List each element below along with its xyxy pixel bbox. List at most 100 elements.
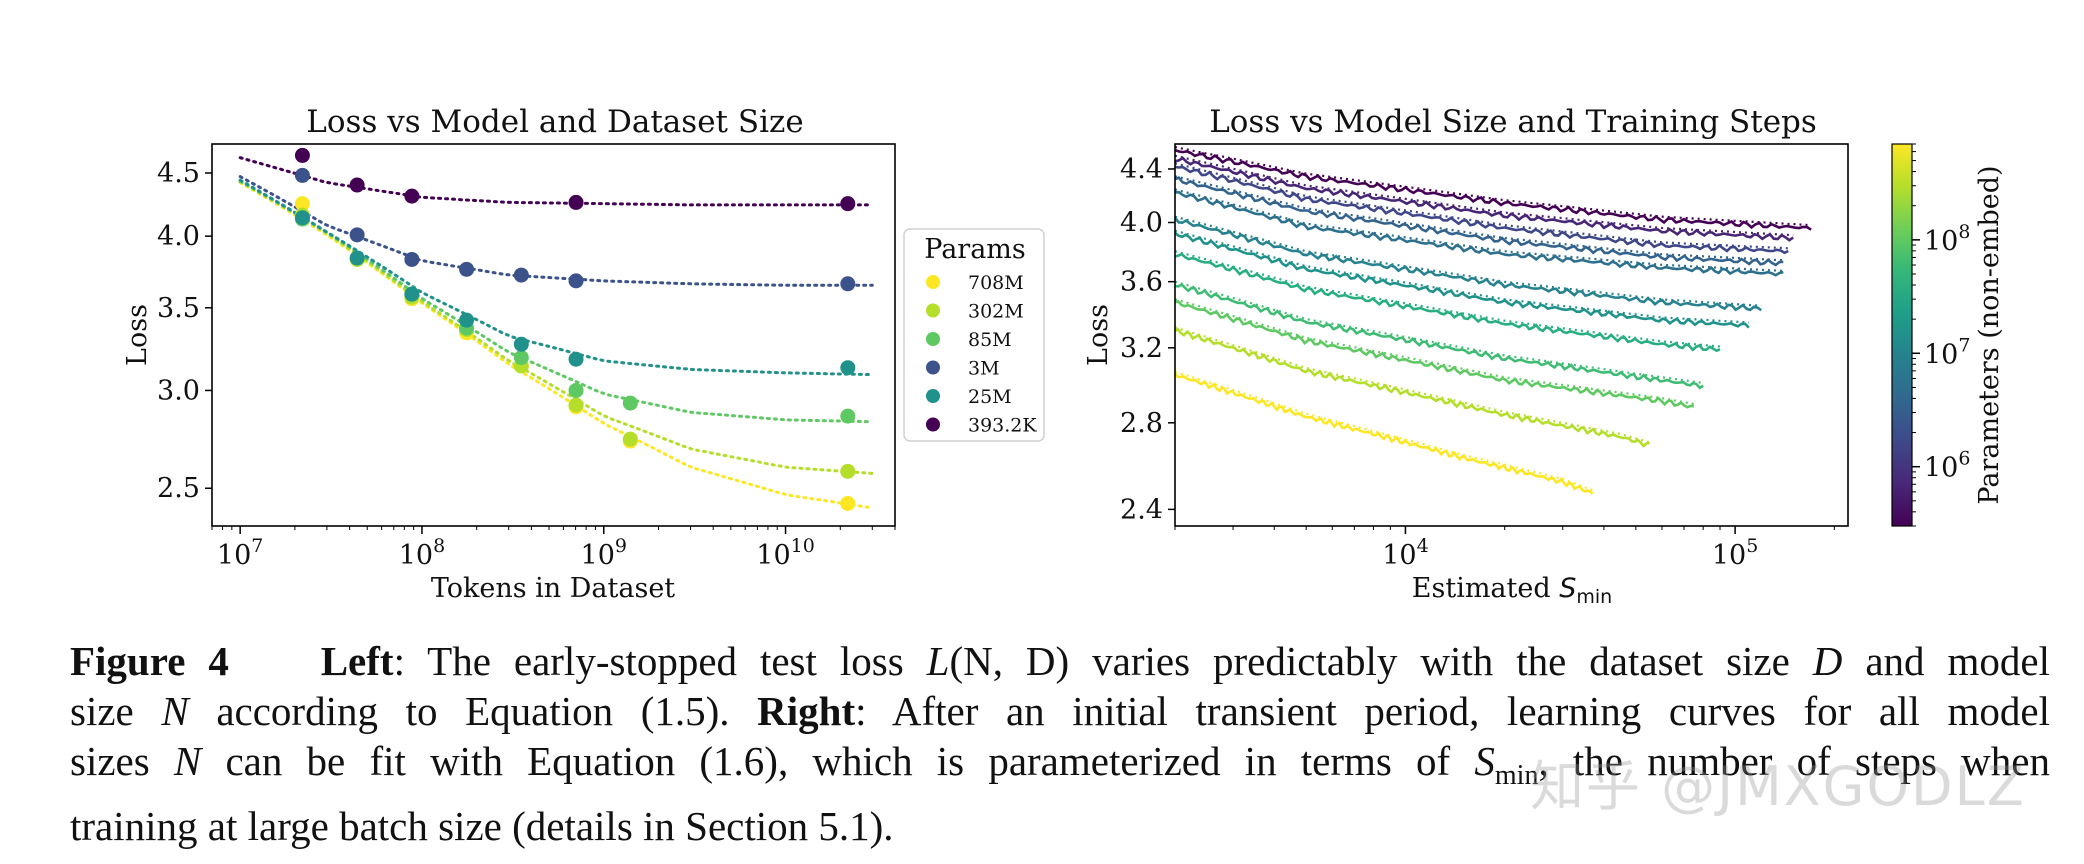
data-point-708m xyxy=(294,196,310,212)
y-tick-label: 2.8 xyxy=(1120,408,1163,439)
legend-marker xyxy=(926,275,940,289)
left-chart: Loss vs Model and Dataset Size Tokens in… xyxy=(122,104,1045,604)
learning-curve xyxy=(1175,299,1695,409)
legend-label: 85M xyxy=(968,329,1012,351)
left-plot-frame xyxy=(211,143,896,527)
data-point-3m xyxy=(840,276,856,292)
legend-entries: 708M 302M 85M 3M 25M 393.2K xyxy=(926,272,1037,437)
learning-curve xyxy=(1175,327,1650,448)
x-tick-label: 104 xyxy=(1382,535,1428,571)
left-ticks: 107 108 109 1010 4.5 4.0 3.5 3.0 2.5 xyxy=(157,158,896,571)
data-point-3m xyxy=(513,267,529,283)
legend-marker xyxy=(926,332,940,346)
data-point-3m xyxy=(459,261,475,277)
fit-curve-3m xyxy=(238,175,874,287)
caption-line-4: training at large batch size (details in… xyxy=(70,803,894,850)
fit-curve-708m xyxy=(238,181,874,510)
y-tick-label: 2.4 xyxy=(1120,494,1163,525)
y-tick-label: 3.0 xyxy=(157,375,200,406)
data-point-25m xyxy=(840,360,856,376)
data-point-302m xyxy=(840,463,856,479)
legend-entry: 85M xyxy=(926,329,1012,351)
fit-curve xyxy=(1175,280,1704,384)
math-N: N xyxy=(173,738,202,784)
x-tick-label: 108 xyxy=(399,535,445,571)
learning-curve xyxy=(1175,216,1762,312)
y-tick-label: 3.2 xyxy=(1120,333,1163,364)
fit-curve xyxy=(1175,146,1812,227)
legend: Params 708M 302M 85M 3M 25M 393.2K xyxy=(903,228,1045,442)
learning-curve xyxy=(1175,176,1784,267)
right-y-axis-label: Loss xyxy=(1083,304,1114,366)
figure: Loss vs Model and Dataset Size Tokens in… xyxy=(122,104,2005,608)
legend-label: 393.2K xyxy=(968,415,1037,437)
legend-entry: 25M xyxy=(926,386,1012,408)
caption-text: size xyxy=(70,688,162,734)
data-point-302m xyxy=(568,397,584,413)
left-y-axis-label: Loss xyxy=(122,304,153,366)
legend-marker xyxy=(926,303,940,318)
y-tick-label: 3.5 xyxy=(157,293,200,324)
data-point-85m xyxy=(622,395,638,411)
data-point-85m xyxy=(513,350,529,366)
right-plot-frame xyxy=(1174,143,1849,527)
math-S-sub: min xyxy=(1494,760,1539,792)
math-S: S xyxy=(1474,738,1495,784)
left-chart-title: Loss vs Model and Dataset Size xyxy=(306,104,803,140)
data-point-25m xyxy=(349,250,365,266)
colorbar-tick-label: 106 xyxy=(1924,448,1970,484)
data-point-302m xyxy=(622,431,638,447)
caption-line-2: size N according to Equation (1.5). Righ… xyxy=(70,686,2050,736)
fit-curve-302m xyxy=(238,179,874,475)
caption-text: varies predictably with the dataset size xyxy=(1069,638,1813,684)
x-tick-label: 109 xyxy=(581,535,627,571)
caption-text: : After an initial transient period, lea… xyxy=(855,688,2050,734)
learning-curve xyxy=(1175,283,1704,390)
data-point-3m xyxy=(294,167,310,183)
colorbar-gradient xyxy=(1891,143,1913,527)
x-tick-label: 107 xyxy=(217,535,263,571)
data-point-25m xyxy=(513,336,529,352)
data-point-708m xyxy=(840,495,856,511)
data-point-3m xyxy=(349,227,365,243)
learning-curve xyxy=(1175,148,1812,231)
left-x-axis-label: Tokens in Dataset xyxy=(431,573,675,604)
caption-text: , the number of steps when xyxy=(1538,738,2050,784)
watermark: 知乎 @JMXGODLZ xyxy=(1530,755,2026,818)
y-tick-label: 4.0 xyxy=(157,221,200,252)
legend-marker xyxy=(926,417,940,432)
legend-label: 25M xyxy=(968,386,1012,408)
y-tick-label: 2.5 xyxy=(157,473,200,504)
y-tick-label: 4.4 xyxy=(1120,154,1163,185)
data-point-25m xyxy=(404,286,420,302)
caption-text: according to Equation (1.5). xyxy=(188,688,758,734)
fit-curve-393-2k xyxy=(238,156,874,207)
data-point-393-2k xyxy=(294,147,310,163)
legend-entry: 302M xyxy=(926,301,1024,323)
data-point-393-2k xyxy=(568,194,584,210)
legend-label: 708M xyxy=(968,272,1024,294)
caption-text: can be fit with Equation (1.6), which is… xyxy=(201,738,1475,784)
figure-label: Figure 4 xyxy=(70,638,229,684)
fit-curve xyxy=(1175,162,1789,250)
x-tick-label: 105 xyxy=(1712,535,1758,571)
data-point-85m xyxy=(568,382,584,398)
right-chart: Loss vs Model Size and Training Steps Es… xyxy=(1083,104,2005,608)
math-N: N xyxy=(161,688,189,734)
x-tick-label: 1010 xyxy=(756,535,815,571)
legend-entry: 393.2K xyxy=(926,415,1037,437)
learning-curve xyxy=(1175,252,1721,353)
y-tick-label: 4.5 xyxy=(157,158,200,189)
learning-curve xyxy=(1175,165,1789,255)
colorbar-ticks: 106 107 108 xyxy=(1912,143,1970,527)
left-label: Left xyxy=(320,638,394,684)
data-point-393-2k xyxy=(349,177,365,193)
left-plot-area xyxy=(238,147,874,511)
math-args: (N, D) xyxy=(949,638,1070,684)
colorbar: 106 107 108 Parameters (non-embed) xyxy=(1891,143,2005,527)
data-point-25m xyxy=(459,312,475,328)
data-point-25m xyxy=(294,210,310,226)
fit-curve-85m xyxy=(238,179,874,424)
data-point-85m xyxy=(840,408,856,424)
math-L: L xyxy=(926,638,950,684)
